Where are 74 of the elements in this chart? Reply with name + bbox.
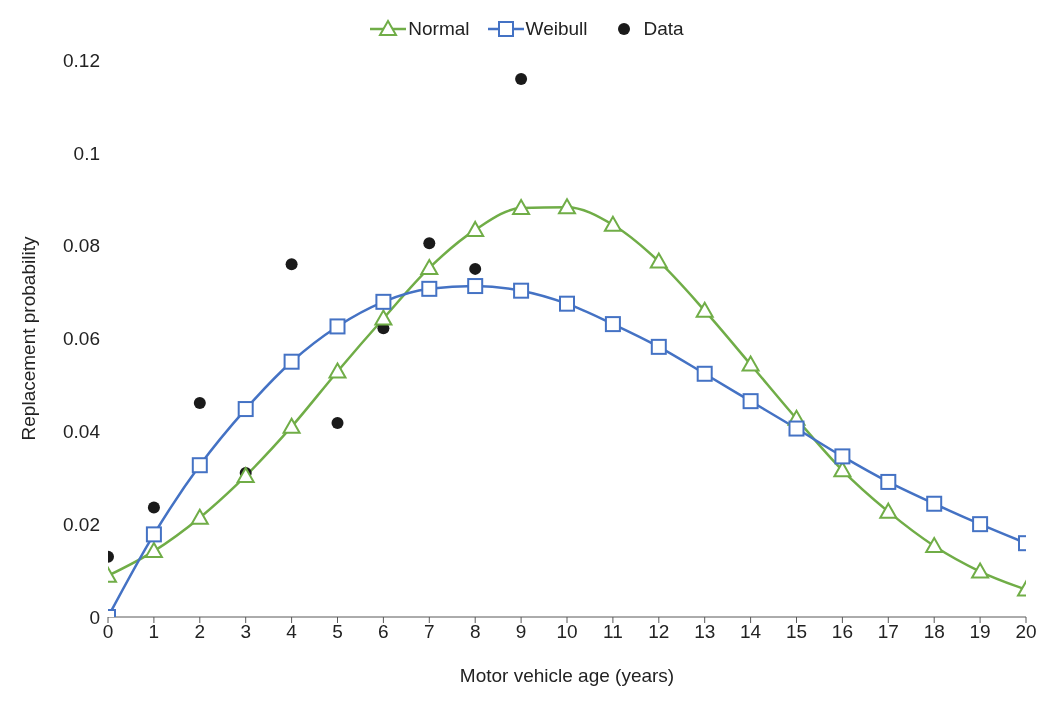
point bbox=[788, 420, 805, 437]
x-tick-label: 11 bbox=[603, 621, 623, 643]
point bbox=[603, 215, 622, 232]
y-tick-label: 0 bbox=[89, 606, 100, 628]
point bbox=[423, 237, 436, 250]
point bbox=[282, 417, 301, 434]
point bbox=[237, 401, 254, 418]
point bbox=[512, 199, 531, 216]
x-tick-label: 2 bbox=[194, 621, 206, 643]
y-tick-label: 0.12 bbox=[63, 49, 100, 71]
x-tick-label: 9 bbox=[515, 621, 527, 643]
point bbox=[469, 262, 482, 275]
x-tick-label: 12 bbox=[648, 621, 670, 643]
x-tick-label: 16 bbox=[831, 621, 853, 643]
point bbox=[834, 448, 851, 465]
y-tick-label: 0.02 bbox=[63, 513, 100, 535]
x-tick-label: 14 bbox=[740, 621, 762, 643]
x-tick-label: 13 bbox=[694, 621, 716, 643]
x-tick-label: 3 bbox=[240, 621, 251, 643]
point bbox=[604, 316, 621, 333]
point bbox=[880, 473, 897, 490]
x-tick-label: 19 bbox=[969, 621, 991, 643]
x-tick-label: 6 bbox=[378, 621, 389, 643]
point bbox=[650, 338, 667, 355]
y-tick-label: 0.06 bbox=[63, 328, 100, 350]
point bbox=[283, 353, 300, 370]
point bbox=[971, 562, 990, 579]
y-tick-label: 0.04 bbox=[63, 421, 101, 443]
x-axis-title: Motor vehicle age (years) bbox=[459, 665, 675, 686]
point bbox=[515, 73, 528, 86]
point bbox=[695, 301, 714, 318]
point bbox=[467, 278, 484, 295]
x-tick-label: 15 bbox=[785, 621, 808, 643]
point bbox=[420, 258, 439, 275]
x-tick-label: 1 bbox=[148, 621, 160, 643]
x-tick-label: 4 bbox=[286, 621, 298, 643]
x-tick-label: 17 bbox=[877, 621, 899, 643]
point bbox=[421, 280, 438, 297]
point bbox=[147, 501, 160, 514]
y-tick-label: 0.08 bbox=[63, 235, 100, 257]
point bbox=[375, 293, 392, 310]
x-tick-label: 8 bbox=[469, 621, 481, 643]
point bbox=[466, 220, 485, 237]
legend-label: Data bbox=[642, 18, 684, 40]
point bbox=[145, 526, 162, 543]
point bbox=[328, 362, 347, 379]
point bbox=[972, 516, 989, 533]
point bbox=[879, 502, 898, 519]
point bbox=[925, 536, 944, 553]
x-tick-label: 20 bbox=[1015, 621, 1037, 643]
point bbox=[374, 309, 393, 326]
x-tick-label: 7 bbox=[424, 621, 435, 643]
point bbox=[513, 282, 530, 299]
point bbox=[741, 355, 760, 372]
x-tick-label: 10 bbox=[556, 621, 578, 643]
point bbox=[329, 318, 346, 335]
point bbox=[558, 198, 576, 215]
point bbox=[190, 508, 209, 525]
point bbox=[649, 252, 668, 269]
point bbox=[191, 457, 208, 474]
point bbox=[696, 365, 713, 382]
point bbox=[742, 393, 759, 410]
y-axis-title: Replacement probability bbox=[17, 236, 39, 441]
legend-label: Weibull bbox=[524, 18, 588, 40]
legend-label: Normal bbox=[407, 18, 470, 40]
point bbox=[926, 495, 943, 512]
point bbox=[285, 258, 298, 271]
point bbox=[193, 397, 206, 410]
x-tick-label: 5 bbox=[332, 621, 343, 643]
point bbox=[559, 295, 575, 312]
point bbox=[331, 416, 344, 429]
x-tick-label: 18 bbox=[923, 621, 945, 643]
point bbox=[144, 542, 163, 559]
y-tick-label: 0.1 bbox=[73, 142, 100, 164]
